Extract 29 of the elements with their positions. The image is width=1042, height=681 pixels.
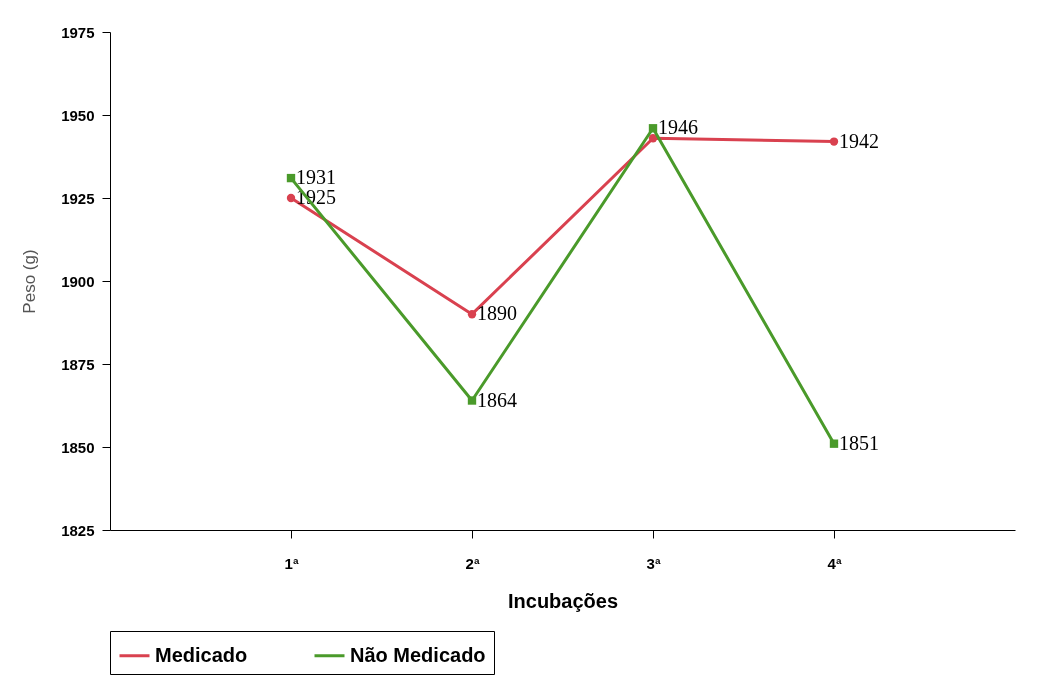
point [467,310,477,319]
data-label: 1946 [658,116,698,139]
y-tick-label: 1875 [61,355,95,373]
y-axis-title: Peso (g) [20,249,40,314]
legend-label: Medicado [155,643,248,666]
x-tick-label: 4ª [827,554,842,572]
y-tick-label: 1825 [61,521,95,539]
point [286,173,296,183]
point [286,193,296,203]
x-axis-title: Incubações [507,589,619,612]
point [467,396,477,405]
data-label: 1942 [839,129,879,152]
y-tick-label: 1850 [61,438,95,456]
y-tick-label: 1975 [61,23,95,41]
y-tick-label: 1925 [61,189,95,207]
point [829,137,839,146]
legend-label: Não Medicado [350,643,486,666]
point [648,134,658,143]
x-tick-label: 2ª [465,554,480,572]
x-tick-label: 1ª [284,554,299,572]
data-label: 1864 [477,388,517,411]
point [648,124,658,133]
y-tick-label: 1950 [61,106,95,124]
data-label: 1931 [296,166,336,189]
point [829,439,839,448]
data-label: 1890 [477,302,517,325]
data-label: 1851 [839,431,879,454]
y-tick-label: 1900 [61,272,95,290]
x-tick-label: 3ª [646,554,661,572]
